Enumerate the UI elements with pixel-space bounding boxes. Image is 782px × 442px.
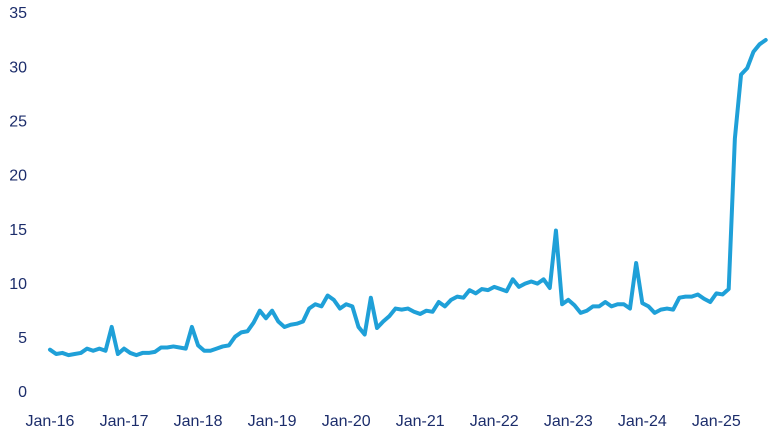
y-tick-label: 30 [9,59,27,76]
y-tick-label: 5 [18,330,27,347]
x-tick-label: Jan-16 [26,413,75,430]
y-tick-label: 20 [9,168,27,185]
x-tick-label: Jan-22 [470,413,519,430]
x-tick-label: Jan-18 [174,413,223,430]
x-tick-label: Jan-24 [618,413,667,430]
y-tick-label: 25 [9,114,27,131]
data-line [48,37,768,358]
y-tick-label: 15 [9,222,27,239]
y-tick-label: 10 [9,276,27,293]
y-tick-label: 35 [9,5,27,22]
x-tick-label: Jan-25 [692,413,741,430]
x-tick-label: Jan-21 [396,413,445,430]
x-tick-label: Jan-19 [248,413,297,430]
x-tick-label: Jan-23 [544,413,593,430]
x-tick-label: Jan-20 [322,413,371,430]
x-tick-label: Jan-17 [100,413,149,430]
y-tick-label: 0 [18,384,27,401]
